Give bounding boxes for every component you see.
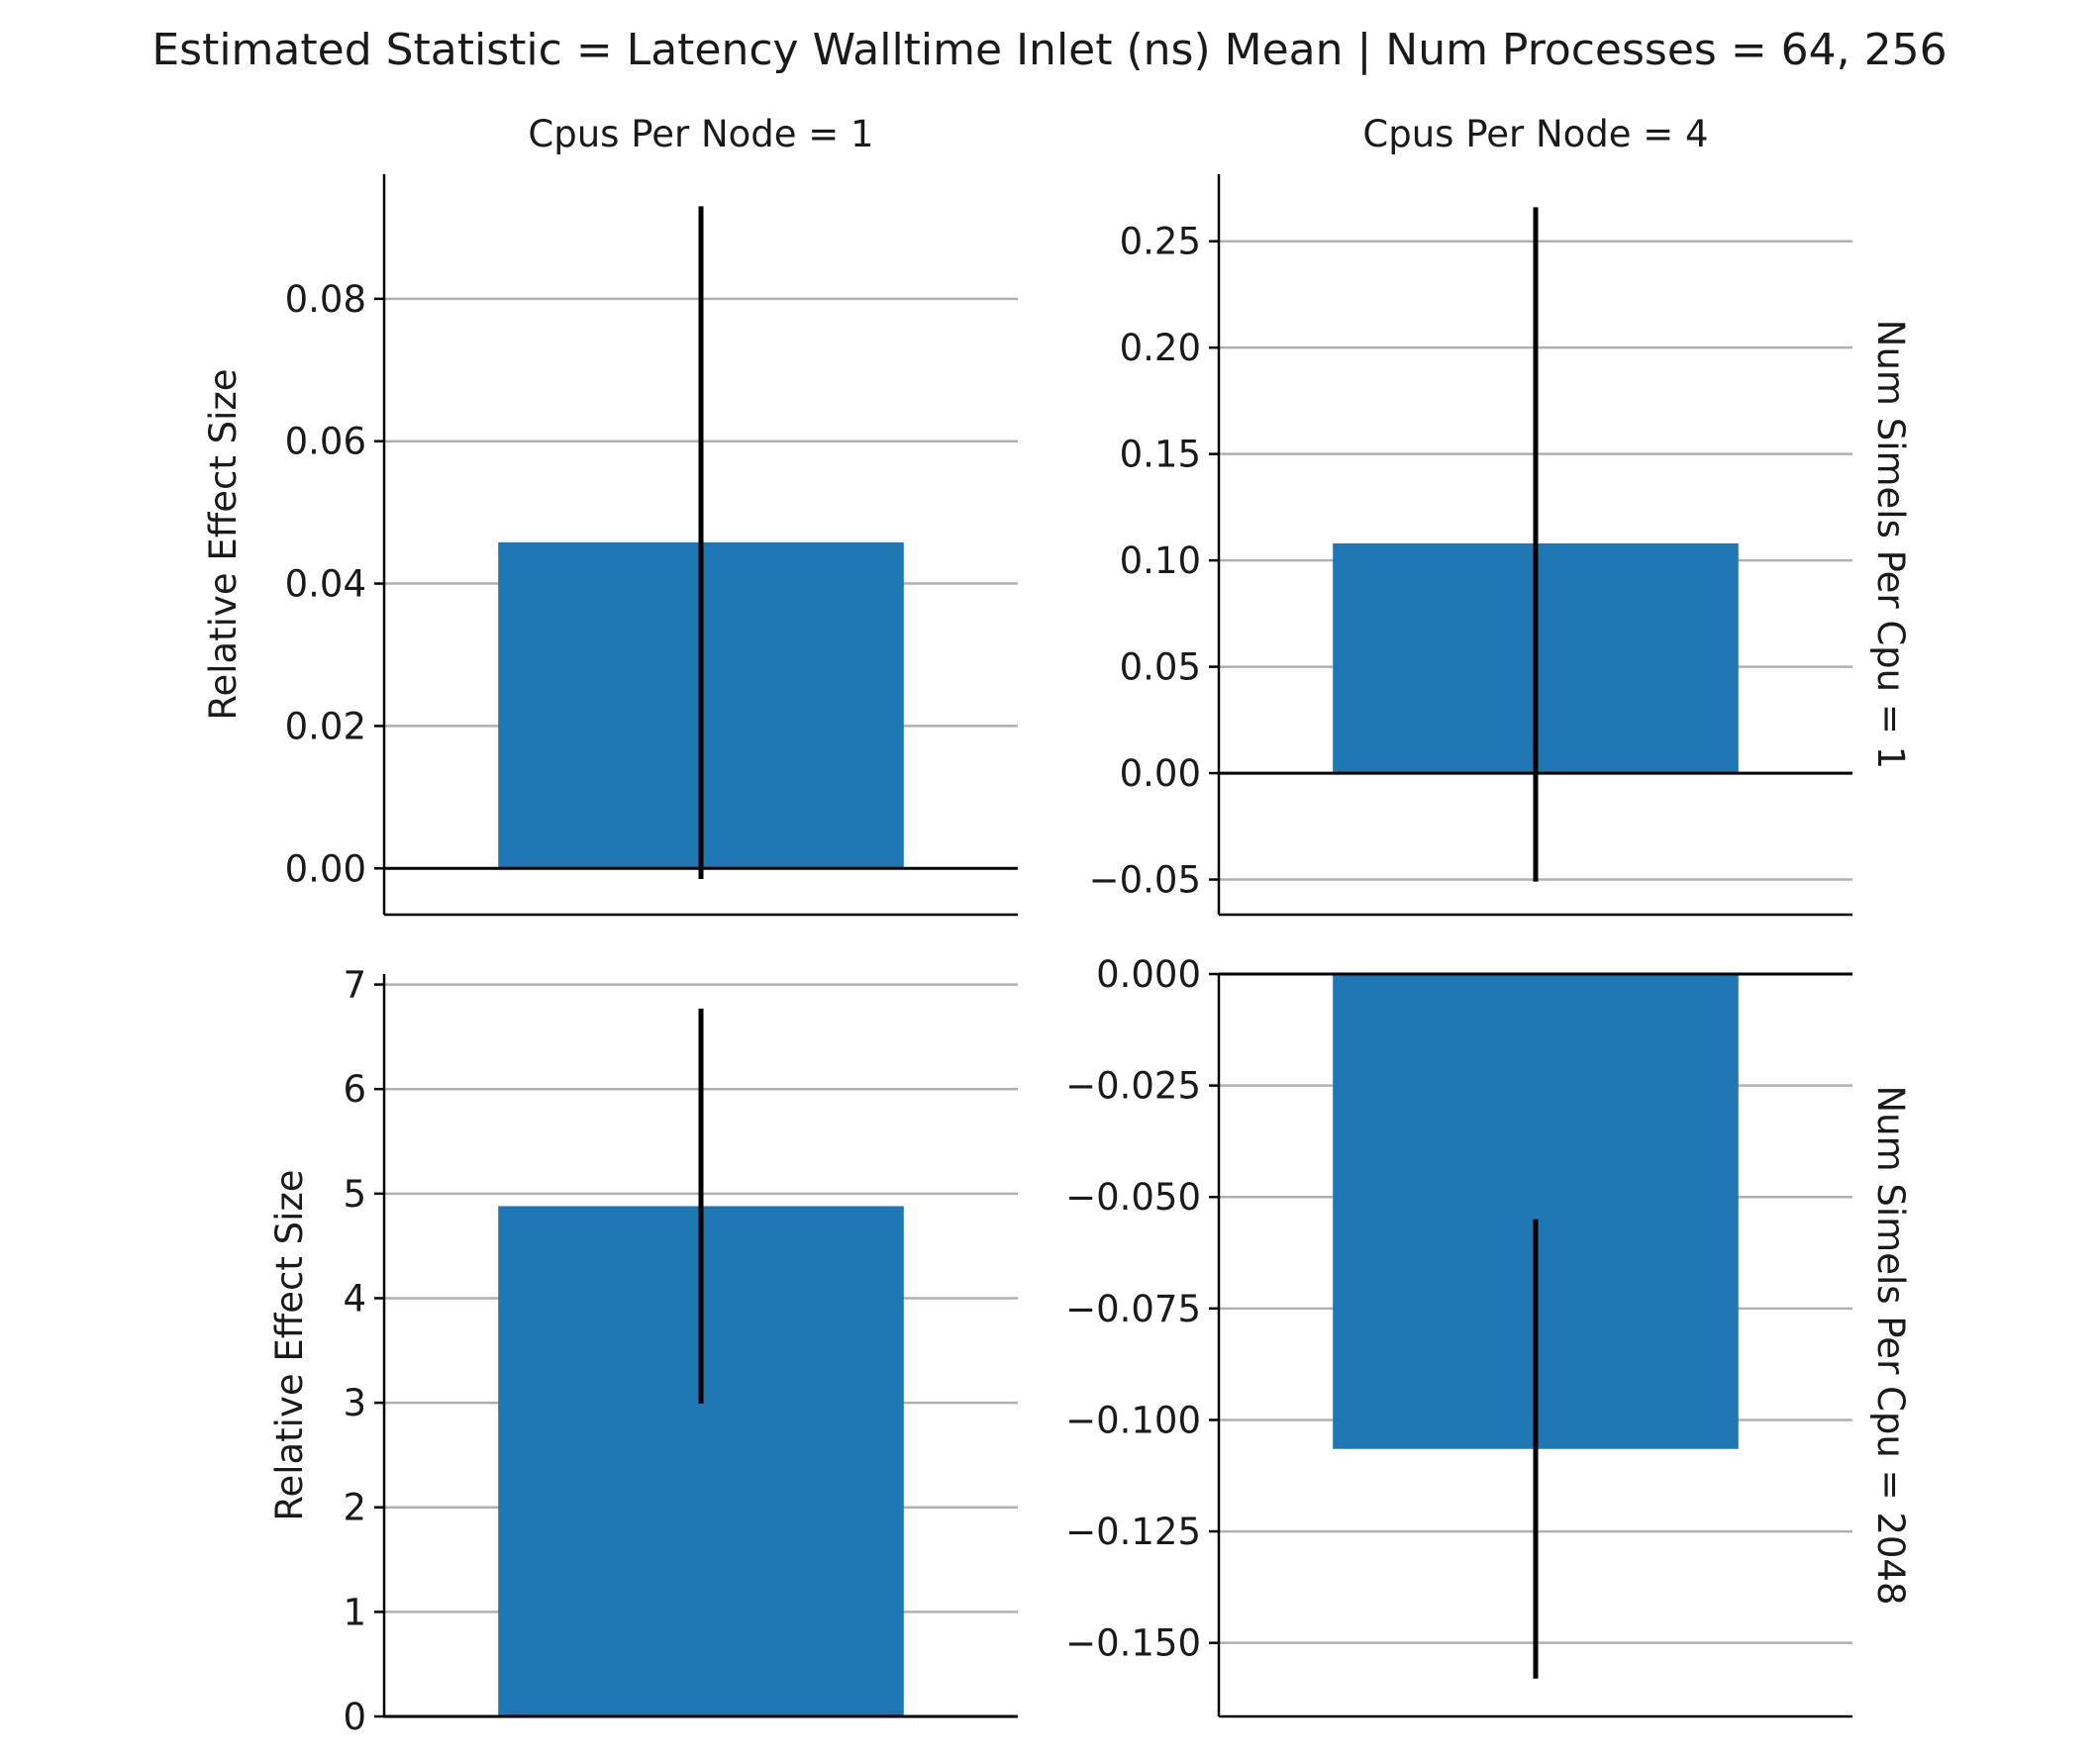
y-tick-label: −0.100 [1065,1399,1201,1441]
y-tick-label: −0.125 [1065,1511,1201,1553]
y-tick-label: 0.04 [285,563,366,606]
y-tick-label: 2 [343,1487,366,1529]
y-axis-label: Relative Effect Size [268,1169,311,1520]
y-tick-label: −0.05 [1089,859,1201,902]
row-title: Num Simels Per Cpu = 1 [1869,320,1912,769]
row-title: Num Simels Per Cpu = 2048 [1869,1085,1912,1605]
panel-4: −0.150 −0.125 −0.100 −0.075 −0.050 −0.025 0.00… [1065,953,1912,1718]
y-tick-label: −0.075 [1065,1288,1201,1330]
y-tick-label: 0.000 [1096,953,1201,996]
y-tick-label: 0.10 [1120,539,1201,582]
y-tick-label: 4 [343,1277,366,1320]
y-tick-label: −0.050 [1065,1176,1201,1219]
column-title: Cpus Per Node = 4 [1362,113,1708,155]
panel-3: 0 1 2 3 4 5 6 7 Relative Effect Size [268,964,1018,1738]
y-tick-label: −0.150 [1065,1622,1201,1665]
y-tick-label: 0.20 [1120,327,1201,369]
y-tick-label: 0.02 [285,705,366,747]
y-tick-label: 0.25 [1120,221,1201,263]
y-tick-label: −0.025 [1065,1065,1201,1108]
y-tick-label: 5 [343,1173,366,1216]
y-tick-label: 0.00 [1120,752,1201,795]
facet-grid: 0.00 0.02 0.04 0.06 0.08 Cpus Per Node = 1 Rel… [202,113,1912,1738]
y-tick-label: 6 [343,1068,366,1111]
y-tick-label: 7 [343,964,366,1007]
y-tick-label: 0.05 [1120,646,1201,689]
column-title: Cpus Per Node = 1 [528,113,873,155]
y-tick-label: 0.15 [1120,434,1201,476]
y-tick-label: 0.00 [285,847,366,890]
y-axis-label: Relative Effect Size [202,368,245,720]
y-tick-label: 1 [343,1591,366,1633]
panel-2: −0.05 0.00 0.05 0.10 0.15 0.20 0.25 Cpus Per No… [1089,113,1912,917]
y-tick-label: 3 [343,1382,366,1424]
y-tick-label: 0.08 [285,278,366,321]
panel-1: 0.00 0.02 0.04 0.06 0.08 Cpus Per Node = 1 Rel… [202,113,1018,917]
y-tick-label: 0.06 [285,421,366,463]
y-tick-label: 0 [343,1696,366,1738]
figure-title: Estimated Statistic = Latency Walltime I… [151,25,1947,75]
